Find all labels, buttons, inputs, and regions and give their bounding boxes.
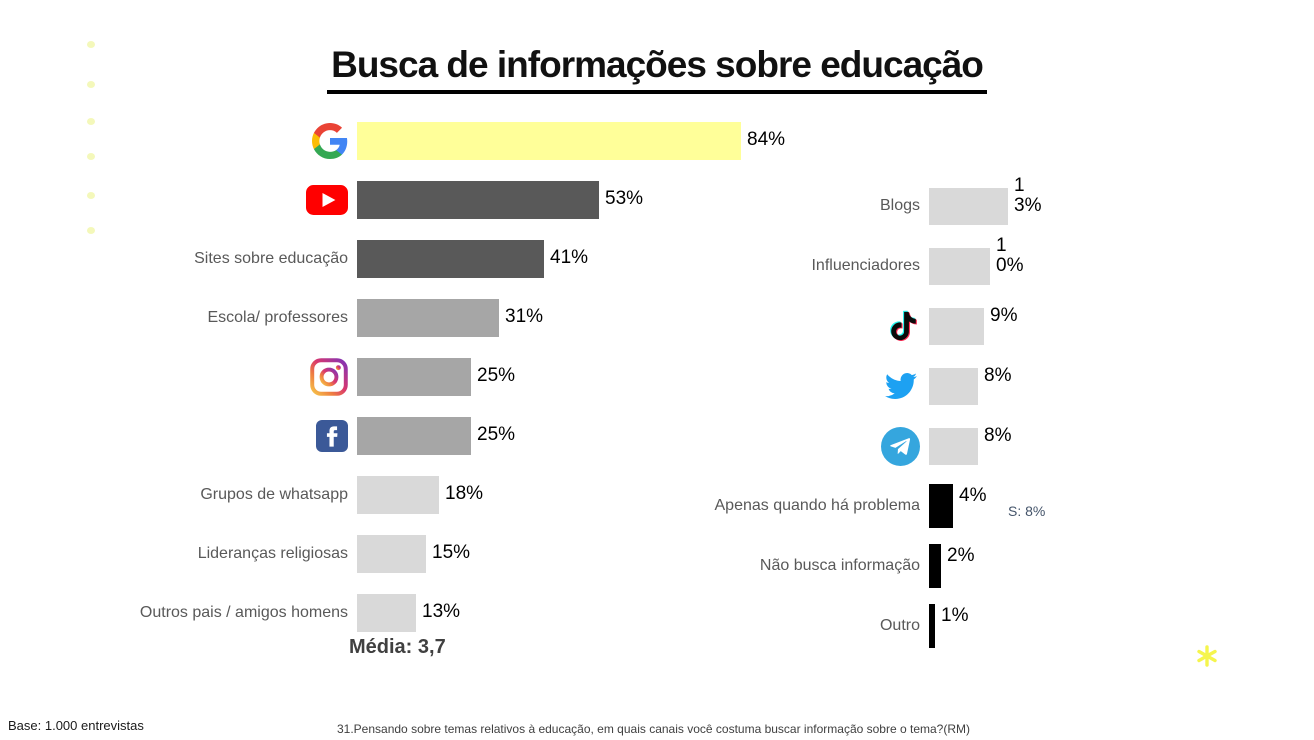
highlight-dot [87,41,95,48]
highlight-dot [87,81,95,88]
highlight-dot [87,118,95,125]
value-twitter: 8% [984,365,1012,386]
value-sites-sobre-educacao: 41% [550,247,589,268]
instagram-icon [310,358,348,396]
category-label-outros-pais-amigos-homens: Outros pais / amigos homens [139,604,348,621]
category-icon-slot-youtube [60,181,348,219]
yellow-asterisk-icon [1195,644,1219,668]
value-outros-pais-amigos-homens: 13% [422,601,461,622]
value-escola-professores: 31% [505,306,544,327]
bar-apenas-quando-ha-problema [929,484,953,528]
value-blogs: 13% [1014,175,1042,216]
category-label-sites-sobre-educacao: Sites sobre educação [194,250,348,267]
media-note: Média: 3,7 [349,636,446,658]
value-nao-busca-informacao: 2% [947,545,975,566]
bar-sites-sobre-educacao [357,240,544,278]
page-title: Busca de informações sobre educação [327,44,987,94]
category-label-outro: Outro [879,617,920,634]
value-apenas-quando-ha-problema: 4% [959,485,987,506]
value-influenciadores: 10% [996,235,1024,276]
category-label-blogs: Blogs [879,197,920,214]
bar-telegram [929,428,978,465]
value-grupos-de-whatsapp: 18% [445,483,484,504]
value-instagram: 25% [477,365,516,386]
youtube-icon [306,185,348,215]
value-tiktok: 9% [990,305,1018,326]
value-outro: 1% [941,605,969,626]
category-label-grupos-de-whatsapp: Grupos de whatsapp [200,486,348,503]
twitter-icon [882,370,920,402]
category-label-escola-professores: Escola/ professores [207,309,348,326]
bar-youtube [357,181,599,219]
category-icon-slot-tiktok [640,307,920,345]
bar-twitter [929,368,978,405]
bar-tiktok [929,308,984,345]
category-icon-slot-google [60,122,348,160]
category-label-influenciadores: Influenciadores [811,257,920,274]
bar-google [357,122,741,160]
category-label-nao-busca-informacao: Não busca informação [759,557,920,574]
question-note: 31.Pensando sobre temas relativos à educ… [337,722,970,736]
highlight-dot [87,153,95,160]
category-icon-slot-twitter [640,367,920,405]
bar-grupos-de-whatsapp [357,476,439,514]
telegram-icon [881,426,920,466]
highlight-dot [87,192,95,199]
value-liderancas-religiosas: 15% [432,542,471,563]
bar-influenciadores [929,248,990,285]
category-icon-slot-facebook [60,417,348,455]
bar-liderancas-religiosas [357,535,426,573]
category-icon-slot-instagram [60,358,348,396]
value-facebook: 25% [477,424,516,445]
category-label-liderancas-religiosas: Lideranças religiosas [197,545,348,562]
base-note: Base: 1.000 entrevistas [8,718,144,733]
bar-instagram [357,358,471,396]
bar-outro [929,604,935,648]
bar-outros-pais-amigos-homens [357,594,416,632]
value-youtube: 53% [605,188,644,209]
bar-nao-busca-informacao [929,544,941,588]
bar-escola-professores [357,299,499,337]
value-google: 84% [747,129,786,150]
highlight-dot [87,227,95,234]
annotation-s8: S: 8% [1008,503,1046,519]
bar-facebook [357,417,471,455]
google-icon [312,123,348,159]
tiktok-icon [887,308,920,344]
category-label-apenas-quando-ha-problema: Apenas quando há problema [714,497,921,514]
facebook-icon [316,420,348,452]
category-icon-slot-telegram [640,426,920,466]
bar-blogs [929,188,1008,225]
value-telegram: 8% [984,425,1012,446]
